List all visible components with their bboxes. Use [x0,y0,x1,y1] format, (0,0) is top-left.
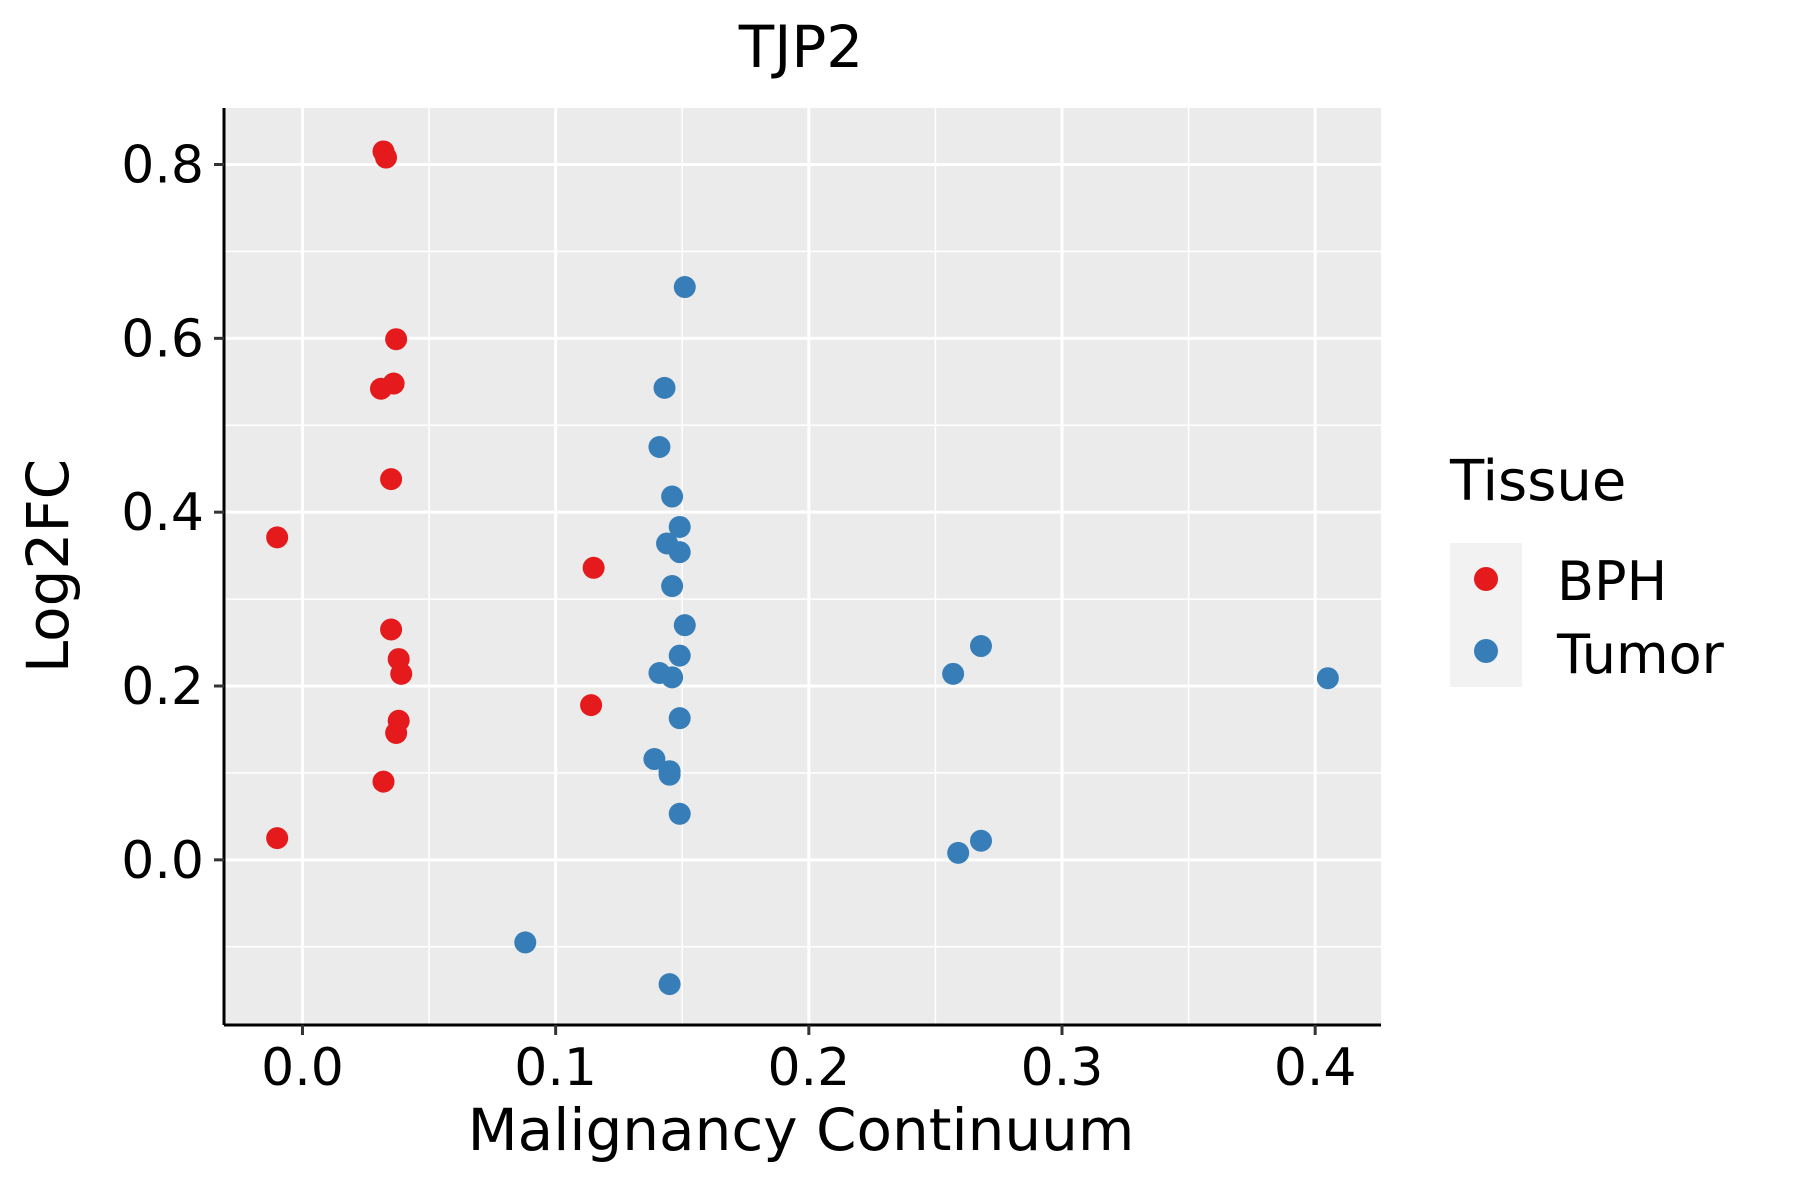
point-tumor-1 [653,376,676,399]
point-tumor-4 [668,515,691,538]
point-tumor-21 [947,841,970,864]
y-tick-label-1: 0.2 [121,657,204,717]
plot-panel [224,108,1381,1025]
point-tumor-12 [668,707,691,730]
x-tick-label-1: 0.1 [514,1038,597,1098]
point-tumor-20 [969,829,992,852]
point-tumor-8 [673,614,696,637]
point-bph-13 [385,721,408,744]
y-tick-label-4: 0.8 [121,135,204,195]
point-bph-2 [385,328,408,351]
legend-title: Tissue [1449,449,1626,514]
point-tumor-6 [668,541,691,564]
point-bph-1 [375,146,398,169]
point-tumor-9 [668,644,691,667]
legend-label-tumor: Tumor [1556,623,1725,686]
y-tick-label-3: 0.6 [121,309,204,369]
legend: Tissue BPH Tumor [1449,449,1725,687]
x-axis-title: Malignancy Continuum [468,1096,1135,1164]
point-tumor-0 [673,276,696,299]
point-bph-14 [372,770,395,793]
point-tumor-13 [643,748,666,771]
x-axis-ticks: 0.0 0.1 0.2 0.3 0.4 [261,1025,1357,1098]
y-tick-label-0: 0.0 [121,831,204,891]
x-tick-label-3: 0.3 [1021,1038,1104,1098]
point-bph-4 [382,372,405,395]
point-tumor-23 [658,973,681,996]
legend-key-background [1450,543,1522,687]
point-bph-6 [266,526,289,549]
point-bph-10 [390,662,413,685]
point-bph-11 [580,694,603,717]
x-tick-label-0: 0.0 [261,1038,344,1098]
point-tumor-16 [668,802,691,825]
point-bph-5 [380,468,403,491]
point-tumor-17 [969,635,992,658]
legend-key-bph [1474,567,1498,591]
point-tumor-11 [661,666,684,689]
point-tumor-22 [514,931,537,954]
point-tumor-2 [648,435,671,458]
point-tumor-7 [661,575,684,598]
point-tumor-15 [658,763,681,786]
chart-title: TJP2 [738,13,863,81]
point-tumor-3 [661,485,684,508]
y-axis-ticks: 0.0 0.2 0.4 0.6 0.8 [121,135,224,891]
x-tick-label-2: 0.2 [767,1038,850,1098]
point-tumor-18 [942,662,965,685]
legend-label-bph: BPH [1557,550,1667,613]
point-bph-15 [266,827,289,850]
point-bph-8 [380,618,403,641]
point-tumor-19 [1316,667,1339,690]
point-bph-7 [582,556,605,579]
y-axis-title: Log2FC [14,459,82,673]
legend-key-tumor [1474,639,1498,663]
x-tick-label-4: 0.4 [1274,1038,1357,1098]
data-points [266,140,1339,996]
y-tick-label-2: 0.4 [121,483,204,543]
grid-lines [224,108,1381,1025]
